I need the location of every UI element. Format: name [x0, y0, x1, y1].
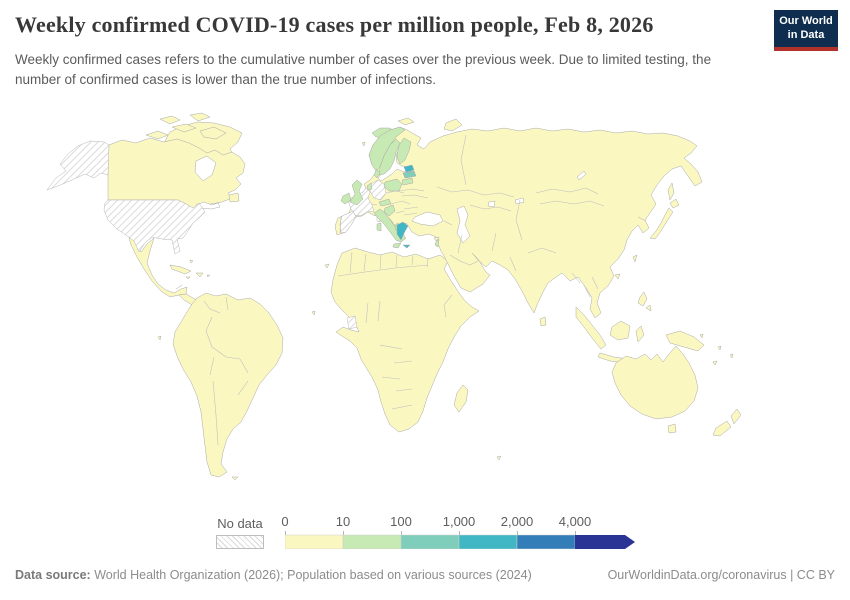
country-greece-crete[interactable] — [402, 244, 411, 249]
island-sumatra — [575, 306, 607, 350]
country-cyprus — [433, 236, 440, 242]
country-spain[interactable] — [339, 210, 357, 234]
footer-right: OurWorldinData.org/coronavirus | CC BY — [607, 568, 835, 582]
country-japan-hokkaido — [669, 198, 680, 209]
island-sulawesi — [635, 325, 645, 343]
country-sweden[interactable] — [378, 138, 401, 176]
lake-balkhash — [514, 197, 525, 205]
footer: Data source: World Health Organization (… — [15, 568, 835, 582]
footer-source-label: Data source: — [15, 568, 91, 582]
owid-logo-line1: Our World — [779, 15, 833, 28]
lake-baikal — [576, 170, 587, 181]
country-italy-sardinia[interactable] — [376, 222, 382, 232]
tick-label-10: 10 — [335, 514, 351, 529]
landmass-south-america[interactable] — [172, 292, 284, 478]
caribbean-islands[interactable] — [169, 259, 211, 280]
country-netherlands[interactable] — [366, 182, 373, 191]
country-italy-sicily[interactable] — [392, 242, 402, 249]
owid-logo[interactable]: Our World in Data — [774, 10, 838, 51]
island-newfoundland — [228, 192, 240, 203]
country-new-zealand-north[interactable] — [730, 408, 742, 425]
no-data-layer — [46, 140, 387, 330]
tick-label-1000: 1,000 — [442, 514, 476, 529]
page-subtitle: Weekly confirmed cases refers to the cum… — [15, 52, 712, 88]
footer-source: Data source: World Health Organization (… — [15, 568, 532, 582]
tick-label-0: 0 — [281, 514, 289, 529]
no-data-swatch[interactable] — [216, 535, 264, 549]
country-france[interactable] — [346, 187, 375, 217]
country-israel[interactable] — [434, 238, 440, 248]
country-ireland[interactable] — [340, 192, 352, 205]
legend-bin-2000-4000[interactable] — [516, 534, 576, 550]
country-australia[interactable] — [611, 345, 699, 420]
island-hainan — [614, 273, 621, 280]
country-madagascar[interactable] — [453, 384, 469, 413]
island-svalbard — [397, 117, 415, 126]
country-latvia[interactable] — [402, 170, 417, 179]
country-lithuania[interactable] — [401, 177, 414, 186]
country-united-kingdom[interactable] — [349, 179, 364, 206]
black-sea — [411, 211, 444, 227]
world-map — [0, 105, 850, 510]
country-finland[interactable] — [396, 137, 412, 165]
legend-bin-4000-plus[interactable] — [575, 535, 635, 549]
country-united-states-alaska[interactable] — [46, 140, 110, 191]
country-japan — [649, 207, 674, 240]
country-new-zealand-south[interactable] — [712, 420, 732, 437]
island-new-guinea — [665, 330, 705, 352]
no-data-label: No data — [217, 516, 263, 531]
bin2-layer — [402, 170, 417, 179]
hudson-bay — [194, 155, 217, 182]
small-islands — [157, 141, 734, 481]
owid-logo-line2: in Data — [787, 28, 825, 41]
legend-bin-100-1000[interactable] — [400, 534, 460, 550]
country-slovenia-croatia[interactable] — [383, 204, 396, 217]
legend-bin-10-100[interactable] — [342, 534, 402, 550]
legend-bin-1000-2000[interactable] — [458, 534, 518, 550]
country-philippines — [637, 291, 648, 307]
bin3-layer — [396, 164, 415, 249]
country-cote-divoire[interactable] — [346, 315, 358, 330]
country-taiwan — [632, 254, 638, 263]
asia-islands[interactable] — [397, 117, 705, 368]
legend-tick-labels: 0 10 100 1,000 2,000 4,000 — [281, 514, 643, 531]
island-tasmania[interactable] — [667, 423, 677, 434]
island-borneo — [609, 320, 631, 341]
country-estonia[interactable] — [403, 164, 415, 173]
map-legend: No data 0 10 100 1,000 2,000 4,000 — [216, 514, 643, 550]
country-united-states[interactable] — [103, 199, 206, 255]
footer-license: CC BY — [796, 568, 835, 582]
caspian-sea — [456, 205, 471, 244]
border-lines — [175, 134, 647, 446]
legend-color-bar — [284, 531, 635, 550]
page-title: Weekly confirmed COVID-19 cases per mill… — [15, 12, 654, 37]
island-novaya-zemlya — [443, 118, 463, 132]
tick-label-2000: 2,000 — [500, 514, 534, 529]
tick-label-100: 100 — [390, 514, 412, 529]
island-sakhalin — [667, 182, 675, 201]
landmass-africa[interactable] — [330, 247, 480, 433]
country-sri-lanka — [539, 316, 547, 327]
tick-label-4000: 4,000 — [558, 514, 592, 529]
country-mexico[interactable] — [127, 233, 188, 298]
landmass-layer — [107, 112, 742, 481]
country-denmark[interactable] — [373, 168, 381, 179]
country-greece[interactable] — [396, 221, 409, 241]
legend-bin-0-10[interactable] — [284, 534, 344, 550]
footer-link[interactable]: OurWorldinData.org/coronavirus — [607, 568, 787, 582]
country-germany[interactable] — [369, 179, 387, 201]
canada-arctic-islands[interactable] — [145, 112, 227, 140]
aral-sea — [487, 200, 496, 208]
